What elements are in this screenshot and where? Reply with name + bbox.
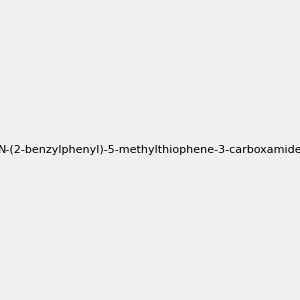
Text: N-(2-benzylphenyl)-5-methylthiophene-3-carboxamide: N-(2-benzylphenyl)-5-methylthiophene-3-c… (0, 145, 300, 155)
